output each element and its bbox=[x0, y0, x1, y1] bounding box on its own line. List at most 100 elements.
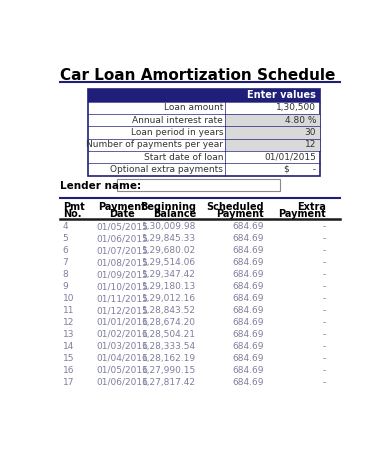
Text: 1,29,514.06: 1,29,514.06 bbox=[142, 258, 196, 267]
Text: 684.69: 684.69 bbox=[233, 306, 264, 315]
Text: 684.69: 684.69 bbox=[233, 247, 264, 256]
Text: $        -: $ - bbox=[284, 165, 316, 174]
Text: 1,28,333.54: 1,28,333.54 bbox=[142, 342, 196, 351]
Text: 1,29,180.13: 1,29,180.13 bbox=[142, 282, 196, 291]
Text: Enter values: Enter values bbox=[247, 91, 316, 101]
Text: 01/06/2016: 01/06/2016 bbox=[96, 378, 148, 387]
Text: Beginning: Beginning bbox=[140, 202, 196, 212]
Text: 01/02/2016: 01/02/2016 bbox=[96, 330, 148, 339]
Text: 684.69: 684.69 bbox=[233, 354, 264, 363]
Text: 684.69: 684.69 bbox=[233, 294, 264, 303]
Text: 17: 17 bbox=[63, 378, 74, 387]
Text: 01/11/2015: 01/11/2015 bbox=[96, 294, 148, 303]
Text: -: - bbox=[323, 330, 326, 339]
Text: 12: 12 bbox=[63, 318, 74, 327]
Text: Balance: Balance bbox=[153, 209, 196, 219]
Text: Extra: Extra bbox=[297, 202, 326, 212]
Text: Payment: Payment bbox=[278, 209, 326, 219]
Text: 10: 10 bbox=[63, 294, 74, 303]
Text: 13: 13 bbox=[63, 330, 74, 339]
Text: 16: 16 bbox=[63, 366, 74, 375]
Text: Payment: Payment bbox=[99, 202, 146, 212]
Text: 684.69: 684.69 bbox=[233, 235, 264, 243]
Text: 01/04/2016: 01/04/2016 bbox=[96, 354, 148, 363]
Text: 684.69: 684.69 bbox=[233, 378, 264, 387]
Text: 684.69: 684.69 bbox=[233, 366, 264, 375]
Text: 1,27,817.42: 1,27,817.42 bbox=[142, 378, 196, 387]
Text: 01/01/2016: 01/01/2016 bbox=[96, 318, 148, 327]
Text: 01/08/2015: 01/08/2015 bbox=[96, 258, 148, 267]
Text: -: - bbox=[323, 378, 326, 387]
Text: -: - bbox=[323, 342, 326, 351]
Text: 01/05/2016: 01/05/2016 bbox=[96, 366, 148, 375]
Text: 5: 5 bbox=[63, 235, 69, 243]
Text: 684.69: 684.69 bbox=[233, 330, 264, 339]
Text: 1,28,504.21: 1,28,504.21 bbox=[142, 330, 196, 339]
Text: 1,29,347.42: 1,29,347.42 bbox=[142, 270, 196, 279]
Text: -: - bbox=[323, 318, 326, 327]
Text: Annual interest rate: Annual interest rate bbox=[132, 115, 223, 124]
Text: 684.69: 684.69 bbox=[233, 342, 264, 351]
Text: 684.69: 684.69 bbox=[233, 318, 264, 327]
Text: Lender name:: Lender name: bbox=[60, 180, 141, 190]
Text: 1,28,162.19: 1,28,162.19 bbox=[142, 354, 196, 363]
Text: 1,28,843.52: 1,28,843.52 bbox=[142, 306, 196, 315]
Text: -: - bbox=[323, 282, 326, 291]
Text: 684.69: 684.69 bbox=[233, 222, 264, 231]
Text: 684.69: 684.69 bbox=[233, 282, 264, 291]
Text: Loan period in years: Loan period in years bbox=[131, 128, 223, 137]
Text: 01/01/2015: 01/01/2015 bbox=[264, 152, 316, 162]
Text: 1,29,012.16: 1,29,012.16 bbox=[142, 294, 196, 303]
Text: Optional extra payments: Optional extra payments bbox=[110, 165, 223, 174]
Text: 1,28,674.20: 1,28,674.20 bbox=[142, 318, 196, 327]
Bar bbox=[87, 89, 320, 102]
Text: 12: 12 bbox=[305, 140, 316, 149]
Text: 01/03/2016: 01/03/2016 bbox=[96, 342, 148, 351]
Text: 01/07/2015: 01/07/2015 bbox=[96, 247, 148, 256]
Text: 1,27,990.15: 1,27,990.15 bbox=[142, 366, 196, 375]
Text: Start date of loan: Start date of loan bbox=[144, 152, 223, 162]
Bar bbox=[117, 180, 280, 191]
Text: -: - bbox=[323, 366, 326, 375]
Text: Number of payments per year: Number of payments per year bbox=[86, 140, 223, 149]
Text: 9: 9 bbox=[63, 282, 69, 291]
Text: Pmt: Pmt bbox=[63, 202, 85, 212]
Text: 11: 11 bbox=[63, 306, 74, 315]
Text: -: - bbox=[323, 247, 326, 256]
Text: -: - bbox=[323, 258, 326, 267]
Text: -: - bbox=[323, 294, 326, 303]
Text: 7: 7 bbox=[63, 258, 69, 267]
Text: 01/12/2015: 01/12/2015 bbox=[96, 306, 148, 315]
Text: -: - bbox=[323, 354, 326, 363]
Text: 684.69: 684.69 bbox=[233, 270, 264, 279]
Text: -: - bbox=[323, 270, 326, 279]
Text: 684.69: 684.69 bbox=[233, 258, 264, 267]
Text: 01/05/2015: 01/05/2015 bbox=[96, 222, 148, 231]
Bar bbox=[225, 114, 320, 126]
Text: Payment: Payment bbox=[216, 209, 264, 219]
Bar bbox=[225, 139, 320, 151]
Text: 30: 30 bbox=[305, 128, 316, 137]
Text: 8: 8 bbox=[63, 270, 69, 279]
Text: Car Loan Amortization Schedule: Car Loan Amortization Schedule bbox=[60, 68, 335, 83]
Text: 4.80 %: 4.80 % bbox=[285, 115, 316, 124]
Text: No.: No. bbox=[63, 209, 81, 219]
Text: 1,30,500: 1,30,500 bbox=[276, 104, 316, 112]
Text: 6: 6 bbox=[63, 247, 69, 256]
Text: 1,29,845.33: 1,29,845.33 bbox=[142, 235, 196, 243]
Text: 1,29,680.02: 1,29,680.02 bbox=[142, 247, 196, 256]
Text: 01/10/2015: 01/10/2015 bbox=[96, 282, 148, 291]
Text: -: - bbox=[323, 222, 326, 231]
Text: -: - bbox=[323, 235, 326, 243]
Text: Date: Date bbox=[110, 209, 135, 219]
Bar bbox=[225, 126, 320, 139]
Text: 4: 4 bbox=[63, 222, 68, 231]
Text: 15: 15 bbox=[63, 354, 74, 363]
Bar bbox=[87, 89, 320, 176]
Text: -: - bbox=[323, 306, 326, 315]
Text: Scheduled: Scheduled bbox=[207, 202, 264, 212]
Text: 01/06/2015: 01/06/2015 bbox=[96, 235, 148, 243]
Text: 01/09/2015: 01/09/2015 bbox=[96, 270, 148, 279]
Text: 1,30,009.98: 1,30,009.98 bbox=[142, 222, 196, 231]
Text: 14: 14 bbox=[63, 342, 74, 351]
